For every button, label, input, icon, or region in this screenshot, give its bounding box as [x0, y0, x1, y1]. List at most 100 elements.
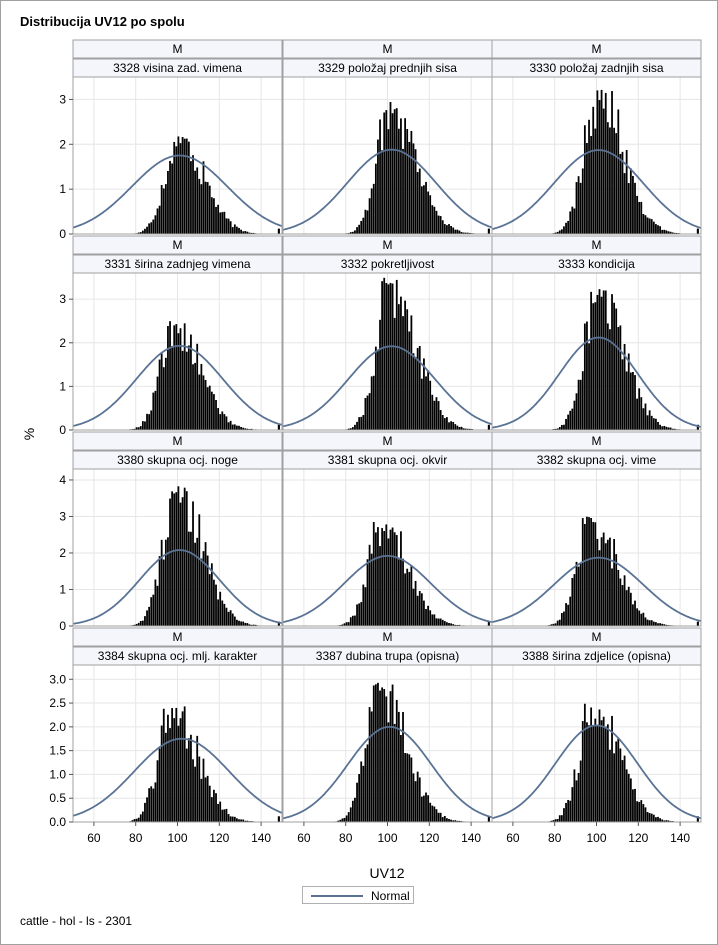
histogram-bar — [208, 385, 211, 430]
histogram-bar — [418, 777, 421, 822]
histogram-bar — [347, 622, 350, 626]
histogram-bar — [571, 408, 574, 430]
histogram-bar — [379, 690, 381, 822]
histogram-bar — [192, 759, 194, 822]
histogram-bar — [466, 232, 469, 234]
histogram-bar — [431, 614, 434, 626]
legend-label-normal: Normal — [371, 889, 410, 903]
histogram-bar — [665, 820, 668, 822]
histogram-bar — [169, 728, 171, 822]
histogram-bar — [368, 544, 371, 626]
histogram-bar — [583, 703, 586, 822]
x-tick-label: 120 — [628, 831, 648, 845]
histogram-bar — [606, 122, 609, 234]
histogram-bar — [146, 413, 148, 430]
histogram-bar — [144, 616, 146, 626]
histogram-bar — [187, 141, 190, 234]
histogram-bar — [343, 623, 346, 626]
histogram-bar — [661, 229, 664, 234]
histogram-bar — [450, 226, 452, 234]
histogram-bar — [556, 819, 559, 822]
histogram-bar — [594, 128, 597, 234]
histogram-bar — [385, 524, 388, 626]
histogram-bar — [158, 556, 161, 626]
histogram-bar — [416, 771, 419, 822]
histogram-bar — [242, 621, 245, 626]
histogram-bar — [187, 738, 190, 822]
histogram-bar — [131, 820, 134, 822]
histogram-bar — [575, 393, 578, 430]
histogram-bar — [154, 782, 157, 822]
histogram-bar — [446, 818, 448, 822]
histogram-bar — [173, 141, 176, 234]
histogram-bar — [577, 379, 580, 430]
histogram-bar — [379, 319, 381, 430]
histogram-bar — [219, 801, 222, 822]
histogram-bar — [233, 424, 236, 430]
histogram-bar — [632, 175, 634, 234]
panel-title: 3330 položaj zadnjih sisa — [529, 61, 663, 75]
histogram-bar — [194, 170, 197, 234]
histogram-bar — [621, 151, 624, 234]
histogram-bar — [213, 579, 215, 626]
histogram-bar — [213, 789, 215, 822]
histogram-bar — [372, 522, 375, 626]
histogram-bar — [152, 788, 155, 822]
histogram-bar — [397, 304, 400, 430]
histogram-bar — [368, 198, 371, 234]
histogram-bar — [425, 609, 427, 626]
y-tick-label: 3 — [59, 509, 66, 523]
histogram-bar — [213, 394, 215, 430]
histogram-bar — [437, 812, 440, 822]
histogram-bar — [650, 620, 653, 626]
y-tick-label: 1.5 — [49, 744, 66, 758]
histogram-bar — [362, 765, 365, 822]
histogram-bar — [611, 294, 613, 430]
histogram-bar — [648, 813, 651, 822]
histogram-bar — [229, 816, 232, 822]
histogram-bar — [632, 789, 634, 822]
histogram-bar — [225, 808, 228, 822]
histogram-bar — [665, 230, 668, 234]
histogram-bar — [173, 718, 176, 822]
histogram-bar — [636, 398, 638, 430]
x-tick-label: 120 — [419, 831, 439, 845]
histogram-bar — [192, 501, 194, 626]
histogram-bar — [452, 421, 455, 430]
histogram-bar — [219, 414, 222, 430]
histogram-bar — [598, 550, 601, 626]
histogram-bar — [412, 143, 415, 234]
histogram-bar — [349, 807, 352, 822]
histogram-bar — [208, 185, 211, 234]
histogram-bar — [156, 376, 159, 430]
histogram-bar — [450, 421, 452, 430]
panel-group-label: M — [592, 42, 602, 56]
histogram-bar — [412, 353, 415, 430]
histogram-bar — [423, 795, 425, 822]
histogram-bar — [613, 302, 616, 430]
histogram-bar — [627, 773, 630, 822]
histogram-bar — [579, 182, 582, 234]
histogram-bar — [221, 212, 224, 234]
histogram-bar — [452, 227, 455, 234]
panel-group-header — [491, 431, 702, 451]
histogram-bar — [456, 229, 459, 234]
legend: Normal — [302, 886, 414, 904]
histogram-bar — [148, 606, 151, 626]
histogram-bar — [183, 487, 186, 626]
histogram-bar — [395, 279, 398, 430]
histogram-bar — [617, 737, 620, 822]
histogram-bar — [351, 427, 354, 430]
histogram-bar — [414, 781, 417, 822]
histogram-bar — [148, 414, 151, 430]
histogram-bar — [146, 797, 148, 822]
panel-2 — [282, 39, 493, 235]
panel-title: 3388 širina zdjelice (opisna) — [522, 649, 671, 663]
histogram-bar — [446, 622, 448, 626]
panel-group-header — [72, 39, 283, 59]
histogram-bar — [611, 715, 613, 822]
histogram-bar — [198, 514, 201, 626]
histogram-bar — [412, 773, 415, 822]
histogram-bar — [202, 551, 205, 626]
histogram-bar — [648, 218, 651, 234]
